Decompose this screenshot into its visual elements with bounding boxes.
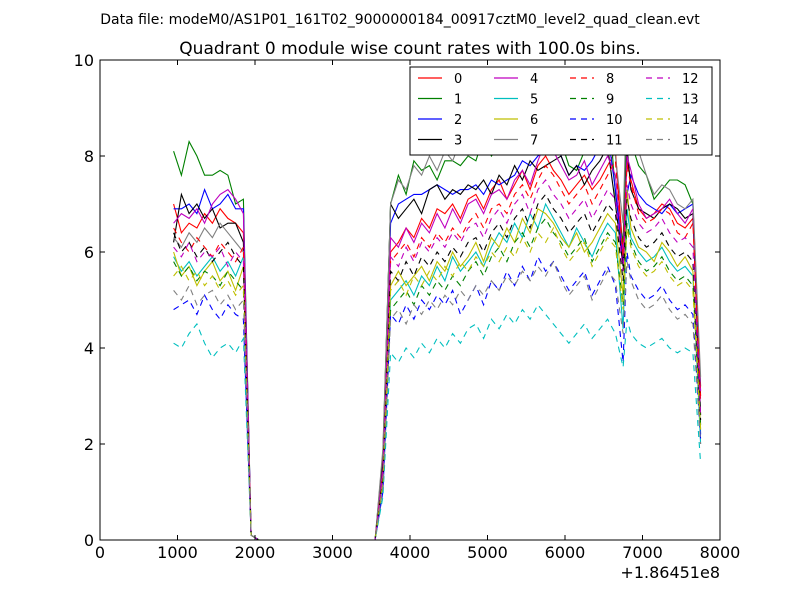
series-line-11 (173, 193, 702, 540)
x-tick-label: 7000 (622, 543, 663, 562)
legend-label-14: 14 (682, 113, 699, 128)
y-tick-label: 2 (84, 435, 94, 454)
series-line-10 (173, 251, 702, 540)
x-tick-label: 1000 (157, 543, 198, 562)
series-line-4 (173, 140, 702, 540)
data-file-title: Data file: modeM0/AS1P01_161T02_90000001… (100, 12, 700, 28)
legend-label-6: 6 (530, 113, 538, 128)
legend-label-2: 2 (454, 113, 462, 128)
legend-label-12: 12 (682, 72, 699, 87)
legend-box (409, 66, 713, 156)
legend-label-0: 0 (454, 72, 462, 87)
series-line-12 (173, 179, 702, 540)
chart-title: Quadrant 0 module wise count rates with … (179, 39, 640, 59)
legend-label-13: 13 (682, 93, 699, 108)
legend-label-8: 8 (606, 72, 614, 87)
legend-label-11: 11 (606, 134, 623, 149)
legend-label-10: 10 (606, 113, 623, 128)
series-line-15 (173, 260, 702, 540)
x-tick-label: 8000 (700, 543, 741, 562)
x-tick-label: 5000 (467, 543, 508, 562)
y-tick-label: 0 (84, 531, 94, 550)
x-tick-label: 0 (95, 543, 105, 562)
legend-label-7: 7 (530, 134, 538, 149)
series-line-13 (173, 303, 702, 540)
y-tick-label: 10 (74, 51, 94, 70)
x-tick-label: 3000 (312, 543, 353, 562)
legend-label-5: 5 (530, 93, 538, 108)
x-offset-label: +1.86451e8 (620, 563, 720, 582)
x-tick-label: 2000 (235, 543, 276, 562)
x-tick-label: 6000 (545, 543, 586, 562)
legend-label-9: 9 (606, 93, 614, 108)
series-line-9 (173, 217, 702, 540)
x-tick-label: 4000 (390, 543, 431, 562)
legend-label-15: 15 (682, 134, 699, 149)
legend-label-4: 4 (530, 72, 538, 87)
series-line-8 (173, 158, 702, 540)
y-tick-label: 4 (84, 339, 94, 358)
y-tick-label: 8 (84, 147, 94, 166)
legend-label-3: 3 (454, 134, 462, 149)
legend-label-1: 1 (454, 93, 462, 108)
y-tick-label: 6 (84, 243, 94, 262)
